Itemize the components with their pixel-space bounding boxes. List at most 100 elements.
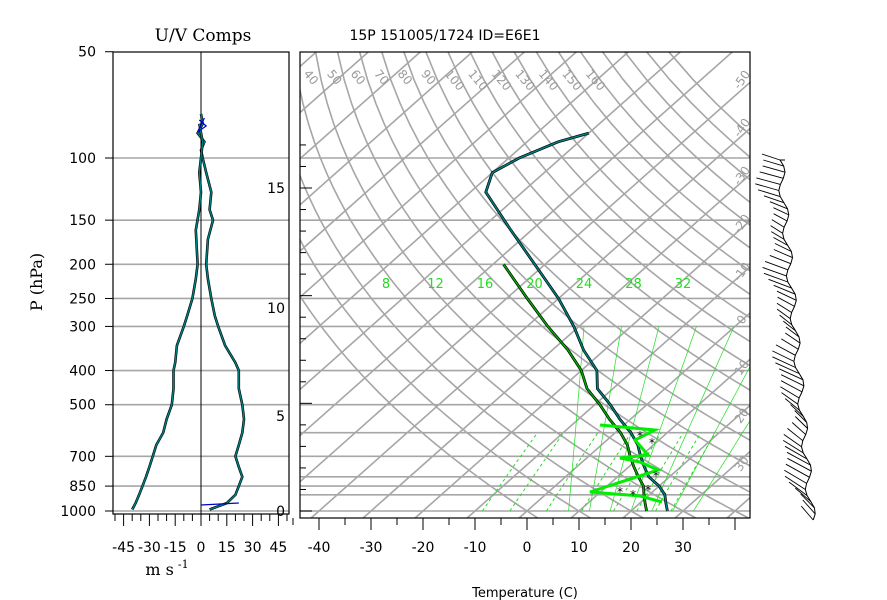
wind-speed-tick-label: -45 xyxy=(112,540,135,556)
mixing-ratio-line xyxy=(509,432,564,512)
temperature-tick-label: -20 xyxy=(412,540,435,556)
wind-barb xyxy=(776,290,797,301)
level-marker: * xyxy=(630,488,636,502)
moist-adiabat xyxy=(672,365,750,512)
moist-adiabat xyxy=(693,420,750,512)
dry-adiabat xyxy=(557,52,750,249)
uv-series-line xyxy=(196,113,245,511)
isotherm xyxy=(362,173,750,518)
moist-adiabat-label: 28 xyxy=(625,277,642,292)
skewt-background-grid xyxy=(300,52,750,518)
wind-barb xyxy=(786,451,811,466)
wind-barb xyxy=(771,231,785,240)
level-marker: * xyxy=(617,485,623,499)
pressure-tick-label: 250 xyxy=(69,291,96,307)
wind-barb-staff xyxy=(778,159,816,521)
isotherm xyxy=(300,52,630,345)
wind-barb xyxy=(795,487,812,503)
wind-barb xyxy=(762,165,786,173)
mixing-ratio-line xyxy=(545,432,599,512)
dewpoint-profile xyxy=(502,263,648,512)
mixing-ratio-line xyxy=(670,432,716,512)
wind-barb xyxy=(773,249,793,259)
dry-adiabat-label: 80 xyxy=(395,67,416,88)
pressure-tick-label: 700 xyxy=(69,449,96,465)
temperature-tick-label: -40 xyxy=(308,540,331,556)
moist-adiabat-label: 20 xyxy=(526,277,543,292)
skewt-panel: 15P 151005/1724 ID=E6E1 40 50 60 70 80 90 1001… xyxy=(267,28,753,600)
dry-adiabat xyxy=(380,52,750,442)
wind-barb xyxy=(780,380,803,393)
wind-barb xyxy=(769,201,788,210)
moist-adiabat xyxy=(568,326,585,512)
wind-barb xyxy=(764,260,789,271)
height-tick-label: 10 xyxy=(267,301,285,317)
isotherm xyxy=(300,52,422,160)
moist-adiabat-label: 16 xyxy=(477,277,494,292)
mixing-ratio-line xyxy=(581,432,632,512)
isotherm xyxy=(300,81,750,483)
level-marker: * xyxy=(653,469,659,483)
wind-barb xyxy=(770,225,783,234)
wind-barb xyxy=(785,326,800,338)
dry-adiabat xyxy=(425,52,750,392)
wind-barb xyxy=(780,374,805,387)
wind-barb xyxy=(800,505,814,521)
dry-adiabat xyxy=(491,52,750,319)
isotherm xyxy=(570,358,750,518)
isotherm xyxy=(310,127,750,518)
wind-barb xyxy=(774,243,792,252)
wind-barb xyxy=(788,481,808,496)
dry-adiabat xyxy=(300,86,698,518)
wind-barb xyxy=(794,416,808,429)
wind-barb xyxy=(771,219,785,228)
temperature-tick-label: -10 xyxy=(464,540,487,556)
profile-shadow xyxy=(502,263,648,512)
wind-barb xyxy=(790,404,804,417)
wind-barb xyxy=(773,237,788,246)
moist-adiabat-label: 12 xyxy=(427,277,444,292)
uv-components-panel: U/V Comps P (hPa) 5010015020025030040050… xyxy=(27,26,290,579)
dry-adiabat-label: 70 xyxy=(371,67,392,88)
wind-barb xyxy=(773,213,788,222)
wind-barb xyxy=(768,278,792,289)
wind-barb xyxy=(776,302,792,313)
wind-barb xyxy=(775,362,800,375)
temperature-axis-label: Temperature (C) xyxy=(471,586,578,600)
pressure-tick-label: 200 xyxy=(69,257,96,273)
wind-barb xyxy=(776,308,791,319)
dry-adiabat xyxy=(300,237,592,518)
wind-barbs xyxy=(755,153,816,521)
level-marker: * xyxy=(637,429,643,443)
isotherm xyxy=(300,52,318,68)
uv-series xyxy=(131,113,246,511)
wind-barb xyxy=(787,457,812,472)
uv-series-shadow xyxy=(131,123,205,511)
wind-speed-tick-label: 45 xyxy=(269,540,287,556)
temperature-tick-labels: -40 -30 -20 -10 0 10 20 30 xyxy=(292,518,736,556)
temperature-tick-label: 20 xyxy=(622,540,640,556)
dry-adiabat-label: 40 xyxy=(301,67,322,88)
dry-adiabat xyxy=(403,52,750,416)
isotherm xyxy=(466,265,750,518)
wind-speed-axis-label: m s -1 xyxy=(145,558,188,579)
u-component-bottom xyxy=(200,502,239,506)
wind-barb xyxy=(784,475,806,490)
level-marker: * xyxy=(649,436,655,450)
height-axis-ticks: 0 5 10 15 xyxy=(267,144,312,520)
dry-adiabat xyxy=(469,52,750,343)
temperature-profile xyxy=(484,132,669,512)
wind-barb xyxy=(763,159,784,167)
isotherm xyxy=(300,52,734,437)
dry-adiabat-label: 100 xyxy=(442,67,467,94)
wind-barb xyxy=(759,171,784,179)
temperature-tick-label: -30 xyxy=(360,540,383,556)
dry-adiabat xyxy=(447,52,750,367)
wind-speed-tick-labels: -45 -30 -15 0 15 30 45 xyxy=(112,514,288,556)
wind-barb xyxy=(781,338,799,350)
wind-barb xyxy=(756,177,781,185)
level-marker: * xyxy=(645,483,651,497)
wind-barb xyxy=(782,440,804,454)
